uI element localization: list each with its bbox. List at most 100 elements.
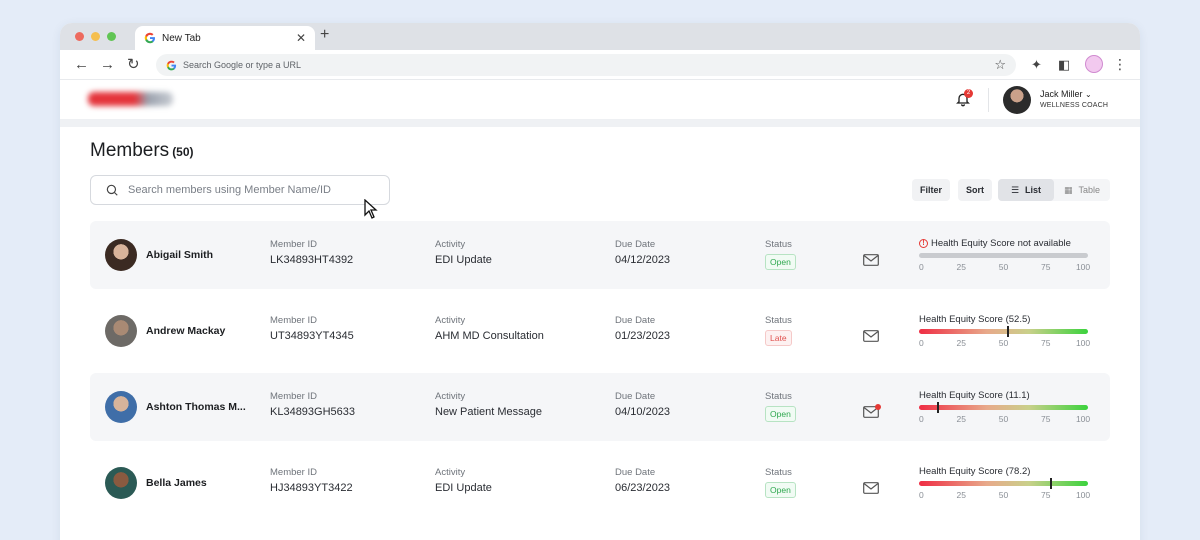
score-tick-label: 25	[956, 414, 966, 424]
user-role: WELLNESS COACH	[1040, 102, 1109, 109]
member-id-label: Member ID	[270, 391, 317, 402]
score-tick-label: 75	[1041, 490, 1051, 500]
table-view-button[interactable]: ▦ Table	[1063, 184, 1101, 196]
mail-icon[interactable]	[863, 482, 879, 494]
status-label: Status	[765, 315, 792, 326]
close-window-button[interactable]	[75, 32, 84, 41]
brand-logo	[88, 92, 173, 106]
member-count: (50)	[172, 145, 194, 159]
address-bar-placeholder: Search Google or type a URL	[183, 60, 302, 70]
member-search-field[interactable]	[90, 175, 390, 205]
sort-button[interactable]: Sort	[958, 179, 992, 201]
bookmark-star-icon[interactable]: ☆	[994, 57, 1006, 72]
member-avatar[interactable]	[105, 391, 137, 423]
member-name[interactable]: Andrew Mackay	[146, 325, 226, 337]
member-name[interactable]: Ashton Thomas M...	[146, 401, 246, 413]
profile-avatar[interactable]	[1085, 55, 1103, 73]
member-id-value: LK34893HT4392	[270, 254, 354, 266]
member-avatar[interactable]	[105, 239, 137, 271]
score-tick-label: 75	[1041, 262, 1051, 272]
activity-label: Activity	[435, 391, 466, 402]
activity-value: EDI Update	[435, 254, 492, 266]
member-id-value: UT34893YT4345	[270, 330, 354, 342]
due-date-value: 04/10/2023	[615, 406, 671, 418]
member-row[interactable]: Andrew Mackay Member ID UT34893YT4345 Ac…	[90, 297, 1110, 365]
activity-label: Activity	[435, 239, 466, 250]
score-tick-label: 25	[956, 338, 966, 348]
back-arrow-icon[interactable]: ←	[74, 56, 89, 73]
reload-icon[interactable]: ↻	[127, 56, 140, 73]
mail-icon[interactable]	[863, 254, 879, 266]
score-scale: 0 25 50 75 100	[919, 338, 1091, 348]
minimize-window-button[interactable]	[91, 32, 100, 41]
status-badge: Open	[765, 482, 796, 498]
due-date-label: Due Date	[615, 315, 656, 326]
member-name[interactable]: Bella James	[146, 477, 207, 489]
health-equity-score-bar	[919, 329, 1088, 334]
member-avatar[interactable]	[105, 467, 137, 499]
app-header: 2 Jack Miller ⌄ WELLNESS COACH	[60, 80, 1140, 120]
member-row[interactable]: Bella James Member ID HJ34893YT3422 Acti…	[90, 449, 1110, 517]
tab-title: New Tab	[162, 32, 201, 44]
more-menu-icon[interactable]: ⋮	[1113, 56, 1127, 72]
forward-arrow-icon[interactable]: →	[100, 56, 115, 73]
score-tick-label: 50	[998, 262, 1009, 272]
score-tick-label: 100	[1075, 414, 1091, 424]
member-avatar[interactable]	[105, 315, 137, 347]
close-tab-icon[interactable]: ✕	[295, 31, 306, 45]
chevron-down-icon[interactable]: ⌄	[1085, 90, 1092, 99]
member-id-label: Member ID	[270, 315, 317, 326]
side-panel-icon[interactable]: ◧	[1058, 57, 1071, 72]
health-equity-score-title: ! Health Equity Score not available	[919, 238, 1071, 249]
header-shadow-bar	[60, 120, 1140, 127]
score-tick-label: 100	[1075, 338, 1091, 348]
status-label: Status	[765, 467, 792, 478]
score-tick-label: 25	[956, 262, 966, 272]
table-icon: ▦	[1063, 184, 1073, 195]
score-tick-label: 100	[1075, 490, 1091, 500]
activity-value: EDI Update	[435, 482, 492, 494]
score-tick-label: 0	[919, 338, 924, 348]
user-name[interactable]: Jack Miller ⌄	[1040, 89, 1092, 99]
score-tick-label: 0	[919, 414, 924, 424]
header-divider	[988, 88, 989, 112]
google-icon	[166, 60, 177, 70]
new-tab-icon[interactable]: +	[320, 26, 330, 43]
browser-toolbar: ← → ↻ Search Google or type a URL ☆ ✦ ◧ …	[60, 50, 1140, 80]
mail-icon[interactable]	[863, 330, 879, 342]
score-scale: 0 25 50 75 100	[919, 414, 1091, 424]
member-list: Abigail Smith Member ID LK34893HT4392 Ac…	[90, 221, 1110, 525]
extensions-puzzle-icon[interactable]: ✦	[1031, 57, 1042, 72]
list-icon: ☰	[1010, 184, 1020, 195]
page-title: Members (50)	[90, 140, 194, 161]
score-tick-label: 50	[998, 414, 1009, 424]
maximize-window-button[interactable]	[107, 32, 116, 41]
user-avatar[interactable]	[1003, 86, 1031, 114]
window-controls	[75, 32, 116, 41]
activity-value: New Patient Message	[435, 406, 542, 418]
member-id-value: HJ34893YT3422	[270, 482, 353, 494]
score-tick-label: 75	[1041, 338, 1051, 348]
tab-strip: New Tab ✕ +	[60, 23, 1140, 50]
notification-count-badge: 2	[964, 89, 973, 98]
status-badge: Open	[765, 254, 796, 270]
due-date-label: Due Date	[615, 239, 656, 250]
browser-tab[interactable]: New Tab ✕	[135, 26, 315, 50]
address-bar[interactable]: Search Google or type a URL ☆	[156, 54, 1016, 76]
filter-button[interactable]: Filter	[912, 179, 951, 201]
list-view-button[interactable]: ☰ List	[998, 179, 1054, 201]
health-equity-score-title: Health Equity Score (78.2)	[919, 466, 1031, 477]
activity-value: AHM MD Consultation	[435, 330, 544, 342]
unread-message-dot	[875, 404, 881, 410]
member-row[interactable]: Ashton Thomas M... Member ID KL34893GH56…	[90, 373, 1110, 441]
member-row[interactable]: Abigail Smith Member ID LK34893HT4392 Ac…	[90, 221, 1110, 289]
score-scale: 0 25 50 75 100	[919, 262, 1090, 272]
member-name[interactable]: Abigail Smith	[146, 249, 214, 261]
google-icon	[144, 32, 155, 44]
score-tick-label: 50	[998, 338, 1009, 348]
health-equity-score-bar	[919, 481, 1088, 486]
due-date-label: Due Date	[615, 391, 656, 402]
score-scale: 0 25 50 75 100	[919, 490, 1091, 500]
member-search-input[interactable]	[128, 184, 375, 196]
mouse-cursor-icon	[364, 199, 378, 219]
